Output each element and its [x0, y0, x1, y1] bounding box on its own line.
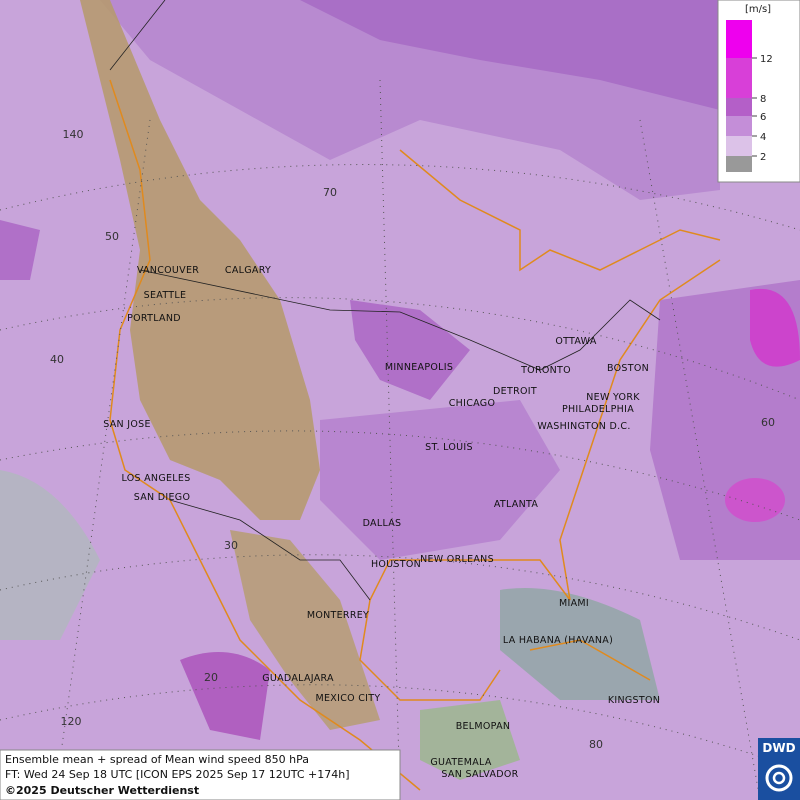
city-label: DALLAS [363, 518, 402, 529]
legend-ticks: 12 8 6 4 2 [752, 54, 773, 163]
city-label: DETROIT [493, 386, 537, 397]
city-label: MONTERREY [307, 610, 369, 621]
field [725, 478, 785, 522]
legend: [m/s] 12 8 6 4 2 [717, 0, 800, 183]
graticule-label: 50 [105, 230, 119, 243]
city-label: SAN DIEGO [134, 492, 191, 503]
graticule-label: 30 [224, 539, 238, 552]
legend-tick-label: 8 [760, 94, 766, 105]
wind-fields [0, 0, 800, 740]
legend-tick-label: 2 [760, 152, 766, 163]
city-label: NEW YORK [586, 392, 640, 403]
coastline [529, 639, 651, 681]
city-label: MEXICO CITY [316, 693, 381, 704]
logo-text: DWD [762, 741, 795, 755]
footer-box [0, 749, 401, 800]
coastlines [109, 79, 721, 791]
city-label: LOS ANGELES [121, 473, 190, 484]
graticule-line [379, 79, 401, 800]
city-label: VANCOUVER [137, 265, 199, 276]
city-label: GUADALAJARA [262, 673, 334, 684]
legend-swatch [726, 98, 752, 116]
legend-swatch [726, 58, 752, 98]
city-label: NEW ORLEANS [420, 554, 494, 565]
legend-swatch [726, 20, 752, 58]
city-label: PORTLAND [127, 313, 181, 324]
legend-swatch [726, 156, 752, 172]
border [139, 269, 661, 371]
footer-line: ©2025 Deutscher Wetterdienst [5, 784, 199, 797]
graticule-line [0, 554, 800, 641]
field [300, 0, 720, 110]
city-label: BOSTON [607, 363, 649, 374]
field [750, 288, 800, 367]
logo-swirl [765, 764, 793, 792]
city-label: HOUSTON [371, 559, 421, 570]
city-label: GUATEMALA [430, 757, 491, 768]
land [420, 700, 520, 780]
city-label: WASHINGTON D.C. [537, 421, 630, 432]
terrain [80, 0, 520, 780]
land [80, 0, 320, 520]
legend-tick-label: 12 [760, 54, 773, 65]
city-label: LA HABANA (HAVANA) [503, 635, 613, 646]
legend-swatch [726, 136, 752, 156]
borders [109, 0, 661, 601]
border [169, 499, 371, 601]
graticule [0, 79, 800, 800]
coastline [399, 149, 721, 272]
graticule-line [0, 430, 800, 521]
footer-line: Ensemble mean + spread of Mean wind spee… [5, 753, 309, 766]
logo-swirl [772, 771, 786, 785]
logo: DWD [758, 738, 800, 800]
city-label: MINNEAPOLIS [385, 362, 453, 373]
legend-unit: [m/s] [745, 4, 771, 15]
graticule-line [0, 297, 800, 401]
field [350, 300, 470, 400]
field [180, 652, 270, 740]
graticule-label: 20 [204, 671, 218, 684]
city-label: TORONTO [520, 365, 571, 376]
city-label: CALGARY [225, 265, 271, 276]
city-label: ST. LOUIS [425, 442, 473, 453]
graticule-label: 40 [50, 353, 64, 366]
city-label: KINGSTON [608, 695, 660, 706]
city-label: SAN SALVADOR [441, 769, 518, 780]
legend-tick-label: 6 [760, 112, 766, 123]
city-label: OTTAWA [555, 336, 597, 347]
graticule-label: 60 [761, 416, 775, 429]
field [320, 400, 560, 560]
field [0, 470, 100, 640]
legend-tick-label: 4 [760, 132, 766, 143]
labels: VANCOUVER CALGARY SEATTLE PORTLAND MINNEAPOL… [50, 128, 775, 780]
city-label: SEATTLE [144, 290, 187, 301]
city-label: MIAMI [559, 598, 589, 609]
border [109, 0, 166, 71]
graticule-label: 80 [589, 738, 603, 751]
legend-swatch [726, 116, 752, 136]
graticule-label: 120 [61, 715, 82, 728]
coastline [109, 79, 421, 791]
city-label: BELMOPAN [456, 721, 511, 732]
footer-line: FT: Wed 24 Sep 18 UTC [ICON EPS 2025 Sep… [5, 768, 350, 781]
field [500, 588, 660, 700]
footer: Ensemble mean + spread of Mean wind spee… [0, 749, 401, 800]
city-label: CHICAGO [449, 398, 495, 409]
coastline [359, 259, 721, 701]
graticule-label: 70 [323, 186, 337, 199]
city-label: PHILADELPHIA [562, 404, 634, 415]
city-label: ATLANTA [494, 499, 539, 510]
graticule-label: 140 [63, 128, 84, 141]
graticule-line [0, 684, 800, 771]
city-label: SAN JOSE [103, 419, 151, 430]
field [0, 220, 40, 280]
land [230, 530, 380, 730]
